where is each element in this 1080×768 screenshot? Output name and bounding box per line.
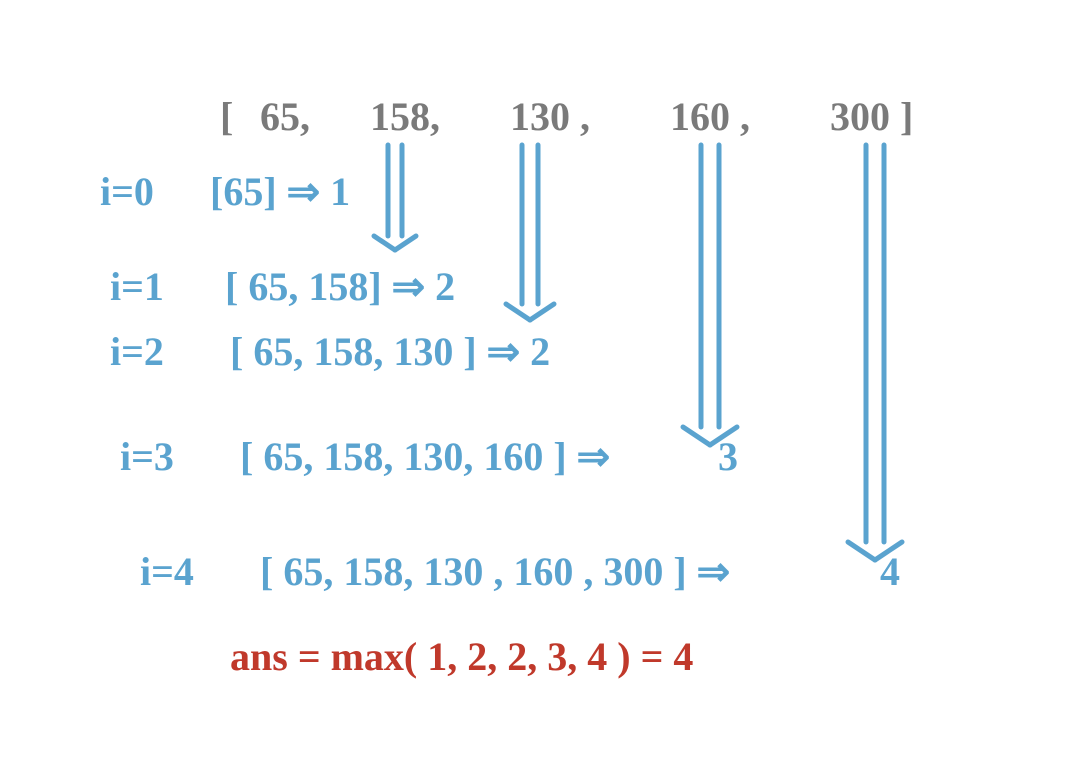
row-1-label: i=1	[110, 264, 164, 309]
header-item-1: 158,	[370, 94, 440, 139]
row-3-expr: [ 65, 158, 130, 160 ] ⇒	[240, 434, 610, 479]
header-item-3: 160 ,	[670, 94, 750, 139]
row-0-expr: [65] ⇒ 1	[210, 169, 350, 214]
row-4-result: 4	[880, 549, 900, 594]
row-0-label: i=0	[100, 169, 154, 214]
arrow-1-head-right	[530, 304, 554, 320]
arrow-3-head-left	[848, 542, 875, 560]
row-2-label: i=2	[110, 329, 164, 374]
row-4-label: i=4	[140, 549, 194, 594]
header-item-4: 300	[830, 94, 890, 139]
row-1-expr: [ 65, 158] ⇒ 2	[225, 264, 455, 309]
arrow-1-head-left	[506, 304, 530, 320]
arrow-2-head-left	[683, 427, 710, 445]
row-2-expr: [ 65, 158, 130 ] ⇒ 2	[230, 329, 550, 374]
arrow-0-head-right	[395, 236, 416, 250]
row-3-result: 3	[718, 434, 738, 479]
header-item-2: 130 ,	[510, 94, 590, 139]
row-4-expr: [ 65, 158, 130 , 160 , 300 ] ⇒	[260, 549, 730, 594]
header-bracket-open: [	[220, 94, 233, 139]
header-item-0: 65,	[260, 94, 310, 139]
answer-line: ans = max( 1, 2, 2, 3, 4 ) = 4	[230, 634, 693, 679]
arrow-0-head-left	[374, 236, 395, 250]
row-3-label: i=3	[120, 434, 174, 479]
header-bracket-close: ]	[900, 94, 913, 139]
